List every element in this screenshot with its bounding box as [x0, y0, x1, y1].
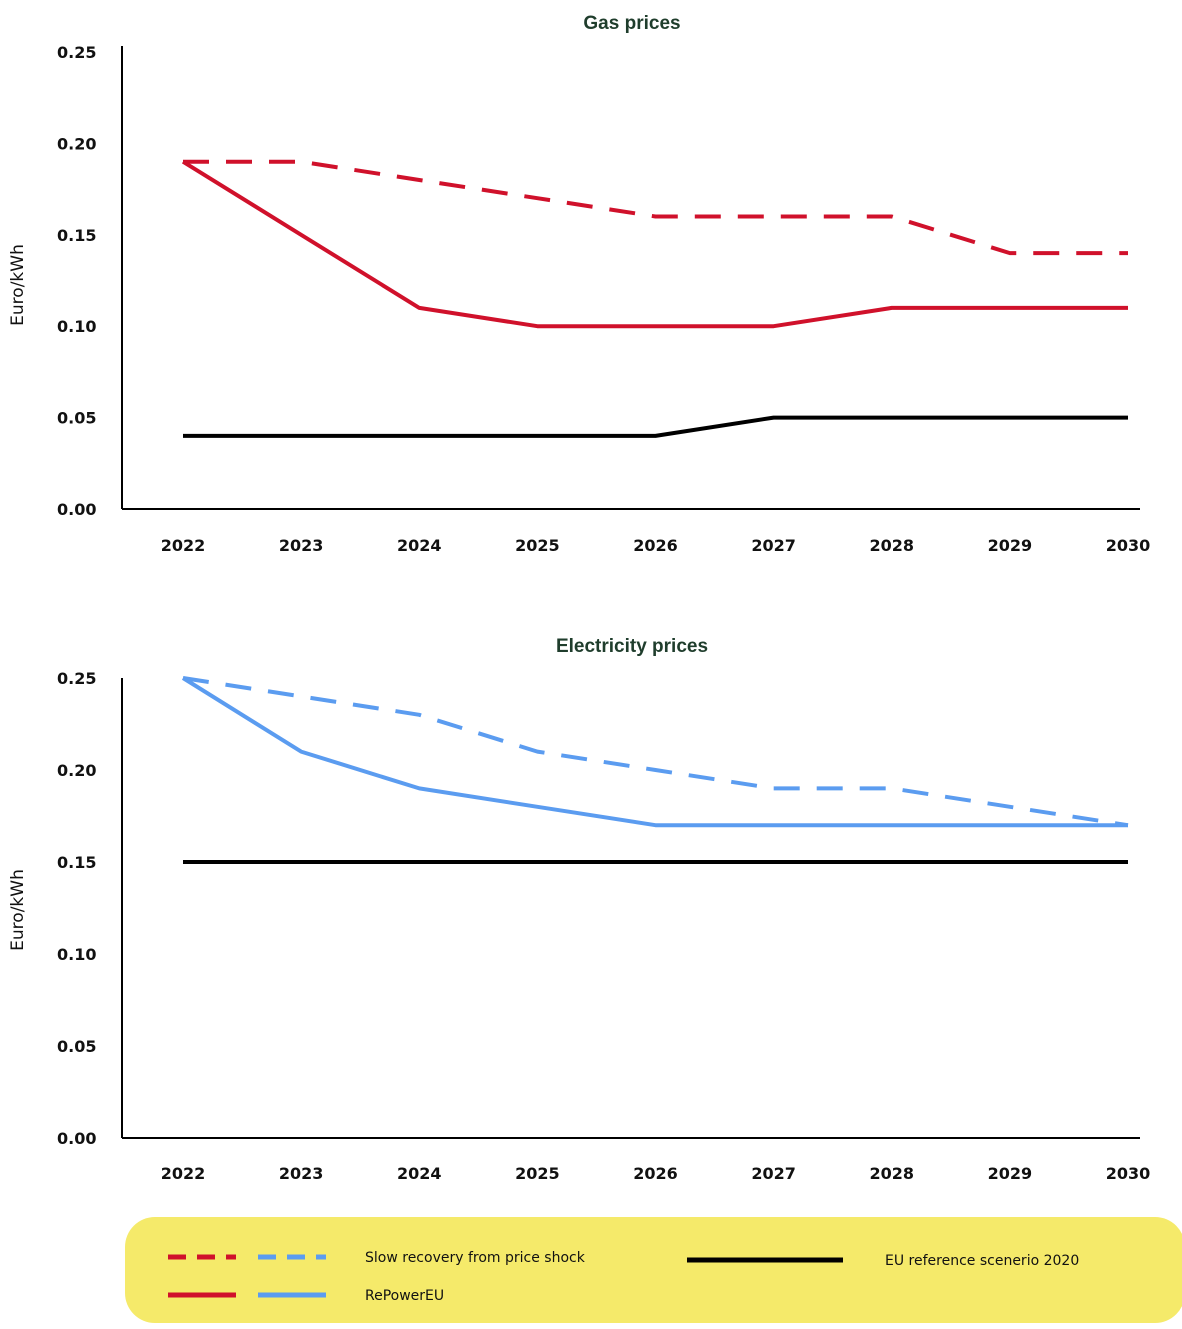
electricity-x-tick-label: 2024	[397, 1164, 442, 1183]
gas-y-tick-label: 0.15	[57, 226, 96, 245]
electricity-x-tick-label: 2025	[515, 1164, 560, 1183]
gas-y-tick-label: 0.10	[57, 317, 96, 336]
gas-x-tick-label: 2030	[1106, 536, 1151, 555]
legend-label-eu-reference: EU reference scenerio 2020	[885, 1253, 1079, 1269]
legend-background	[125, 1217, 1182, 1323]
gas-y-tick-label: 0.00	[57, 500, 96, 519]
electricity-series-line-repower	[181, 676, 1128, 828]
electricity-y-tick-label: 0.10	[57, 945, 96, 964]
electricity-x-tick-label: 2023	[279, 1164, 324, 1183]
gas-x-tick-label: 2024	[397, 536, 442, 555]
gas-chart: Gas prices Euro/kWh 0.00 0.05 0.10 0.15 0.20…	[8, 13, 1150, 555]
electricity-x-tick-label: 2029	[988, 1164, 1033, 1183]
electricity-x-tick-label: 2030	[1106, 1164, 1151, 1183]
gas-y-tick-label: 0.25	[57, 43, 96, 62]
electricity-x-tick-label: 2026	[633, 1164, 678, 1183]
legend: Slow recovery from price shock RePowerEU…	[125, 1217, 1182, 1323]
gas-y-tick-label: 0.05	[57, 409, 96, 428]
gas-series-line-repower	[181, 159, 1128, 329]
legend-label-slow-recovery: Slow recovery from price shock	[365, 1250, 586, 1266]
electricity-chart: Electricity prices Euro/kWh 0.00 0.05 0.10…	[8, 636, 1150, 1183]
gas-x-tick-label: 2028	[869, 536, 914, 555]
gas-x-tick-label: 2026	[633, 536, 678, 555]
legend-label-repowereu: RePowerEU	[365, 1288, 444, 1304]
electricity-series-line-slow	[182, 676, 1129, 828]
gas-y-tick-label: 0.20	[57, 134, 96, 153]
electricity-y-tick-label: 0.05	[57, 1037, 96, 1056]
gas-x-tick-label: 2029	[988, 536, 1033, 555]
electricity-chart-ylabel: Euro/kWh	[8, 869, 28, 951]
electricity-chart-title: Electricity prices	[556, 636, 708, 657]
gas-x-tick-label: 2027	[751, 536, 796, 555]
gas-chart-title: Gas prices	[583, 13, 680, 34]
electricity-y-tick-label: 0.00	[57, 1129, 96, 1148]
electricity-y-tick-label: 0.15	[57, 853, 96, 872]
electricity-x-tick-label: 2022	[161, 1164, 206, 1183]
electricity-x-tick-label: 2028	[869, 1164, 914, 1183]
gas-series-line-slow	[183, 159, 1128, 256]
electricity-x-tick-label: 2027	[751, 1164, 796, 1183]
gas-x-tick-label: 2022	[161, 536, 206, 555]
electricity-y-tick-label: 0.25	[57, 669, 96, 688]
electricity-y-tick-label: 0.20	[57, 761, 96, 780]
gas-series-line-ref	[183, 415, 1128, 438]
gas-x-tick-label: 2025	[515, 536, 560, 555]
gas-x-tick-label: 2023	[279, 536, 324, 555]
gas-chart-ylabel: Euro/kWh	[8, 244, 28, 326]
